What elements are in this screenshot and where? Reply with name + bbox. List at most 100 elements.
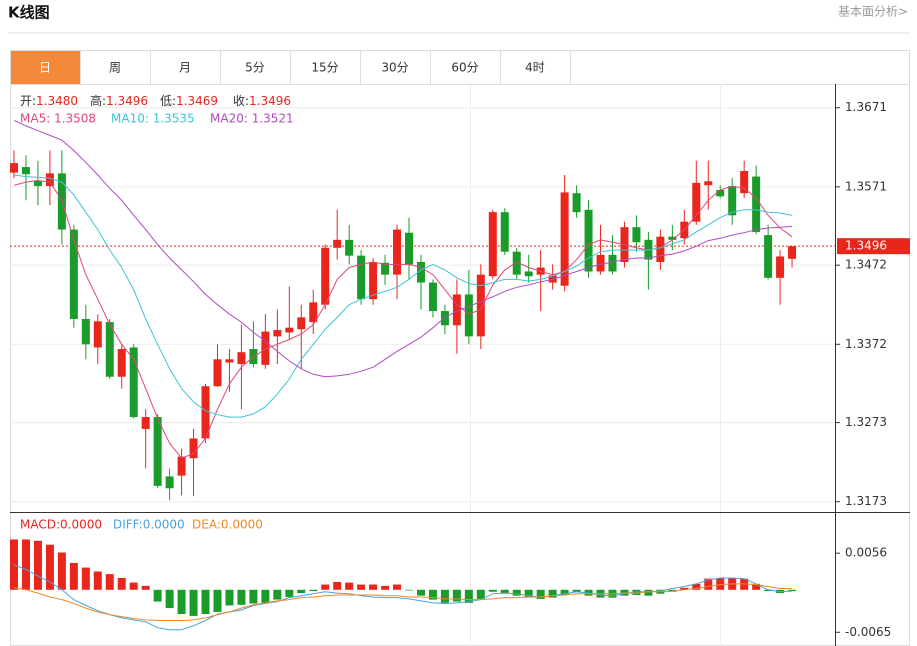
ohlc-legend: 开:1.3480 [20, 94, 78, 108]
ohlc-legend: 高:1.3496 [90, 93, 148, 108]
candle-body [177, 456, 186, 476]
candle-body [201, 386, 210, 439]
candle-body [656, 236, 665, 263]
tab-label[interactable]: 15分 [311, 61, 338, 75]
macd-bar [213, 589, 222, 613]
tab[interactable] [430, 50, 501, 85]
tab-label[interactable]: 30分 [381, 61, 408, 75]
macd-bar [692, 583, 701, 590]
candle-body [165, 476, 174, 489]
candle-body [512, 251, 521, 275]
tab[interactable] [360, 50, 431, 85]
candle-body [728, 186, 737, 216]
macd-bar [476, 589, 485, 599]
candle-body [596, 254, 605, 272]
macd-bar [464, 589, 473, 603]
candle-body [153, 417, 162, 486]
macd-bar [81, 567, 90, 590]
legend-entry: DEA:0.0000 [192, 518, 263, 532]
candle-body [93, 321, 102, 348]
tab-label[interactable]: 周 [109, 61, 121, 75]
tab-label[interactable]: 60分 [451, 61, 478, 75]
macd-bar [129, 582, 138, 590]
candle-body [189, 438, 198, 459]
macd-bar [189, 589, 198, 616]
macd-bar [249, 589, 258, 604]
macd-line [13, 564, 793, 631]
tab[interactable] [10, 50, 81, 85]
candle-body [668, 236, 677, 240]
ohlc-value: 1.3469 [176, 94, 218, 108]
ohlc-value: 1.3496 [106, 94, 148, 108]
candle-body [716, 190, 725, 197]
fundamental-link[interactable]: 基本面分析> [838, 5, 908, 19]
macd-bar [393, 584, 402, 590]
macd-bar [10, 539, 18, 590]
candle-body [45, 173, 54, 187]
tab[interactable] [500, 50, 571, 85]
macd-bar [548, 589, 557, 598]
ohlc-legend: 低:1.3469 [160, 94, 218, 108]
tab-label[interactable]: 4时 [525, 61, 545, 75]
macd-bar [536, 589, 545, 599]
candle-body [117, 349, 126, 377]
macd-bar [524, 589, 533, 598]
macd-bar [632, 589, 641, 596]
candle-body [464, 294, 473, 337]
candle-body [524, 271, 533, 277]
candle-body [584, 209, 593, 272]
ohlc-label: 低: [160, 94, 176, 108]
macd-bar [345, 582, 354, 590]
candle-body [632, 227, 641, 243]
y-tick-label: -0.0065 [845, 625, 891, 639]
candle-body [393, 229, 402, 275]
macd-bar [644, 589, 653, 596]
candle-body [81, 318, 90, 345]
macd-bar [428, 589, 437, 600]
candle-body [416, 262, 425, 283]
macd-bar [297, 589, 306, 594]
candle-body [788, 246, 797, 259]
macd-bar [752, 583, 761, 590]
tab[interactable] [220, 50, 291, 85]
tab[interactable] [290, 50, 361, 85]
candle-body [141, 417, 150, 429]
ohlc-label: 高: [90, 93, 106, 108]
candle-body [608, 254, 617, 272]
ohlc-label: 收: [233, 94, 249, 108]
macd-bar [452, 589, 461, 602]
macd-bar [572, 589, 581, 592]
candle-body [69, 229, 78, 319]
candle-body [381, 262, 390, 275]
ohlc-value: 1.3480 [36, 94, 78, 108]
ohlc-label: 开: [20, 94, 36, 108]
macd-bar [321, 584, 330, 590]
current-price-label: 1.3496 [845, 239, 887, 253]
y-tick-label: 1.3273 [845, 415, 887, 429]
legend-entry: MA10: 1.3535 [111, 112, 195, 126]
candle-body [704, 181, 713, 186]
ohlc-legend: 收:1.3496 [233, 94, 291, 108]
tab-label[interactable]: 月 [179, 61, 191, 75]
tab-label[interactable]: 日 [39, 61, 51, 75]
candle-body [345, 239, 354, 256]
macd-bar [237, 589, 246, 605]
macd-bar [309, 589, 318, 592]
tab-label[interactable]: 5分 [245, 61, 265, 75]
legend-entry: DIFF:0.0000 [113, 518, 185, 532]
candle-body [225, 359, 234, 363]
macd-bar [357, 584, 366, 590]
macd-bar [512, 589, 521, 596]
y-tick-label: 1.3571 [845, 179, 887, 193]
candle-body [213, 359, 222, 387]
chart-frame [10, 50, 910, 646]
macd-bar [764, 589, 773, 592]
candle-body [740, 171, 749, 194]
macd-bar [405, 589, 414, 591]
candle-body [297, 317, 306, 330]
macd-bar [381, 585, 390, 590]
legend-entry: MA5: 1.3508 [20, 112, 96, 126]
candle-body [321, 247, 330, 305]
legend-entry: MACD:0.0000 [20, 518, 102, 532]
